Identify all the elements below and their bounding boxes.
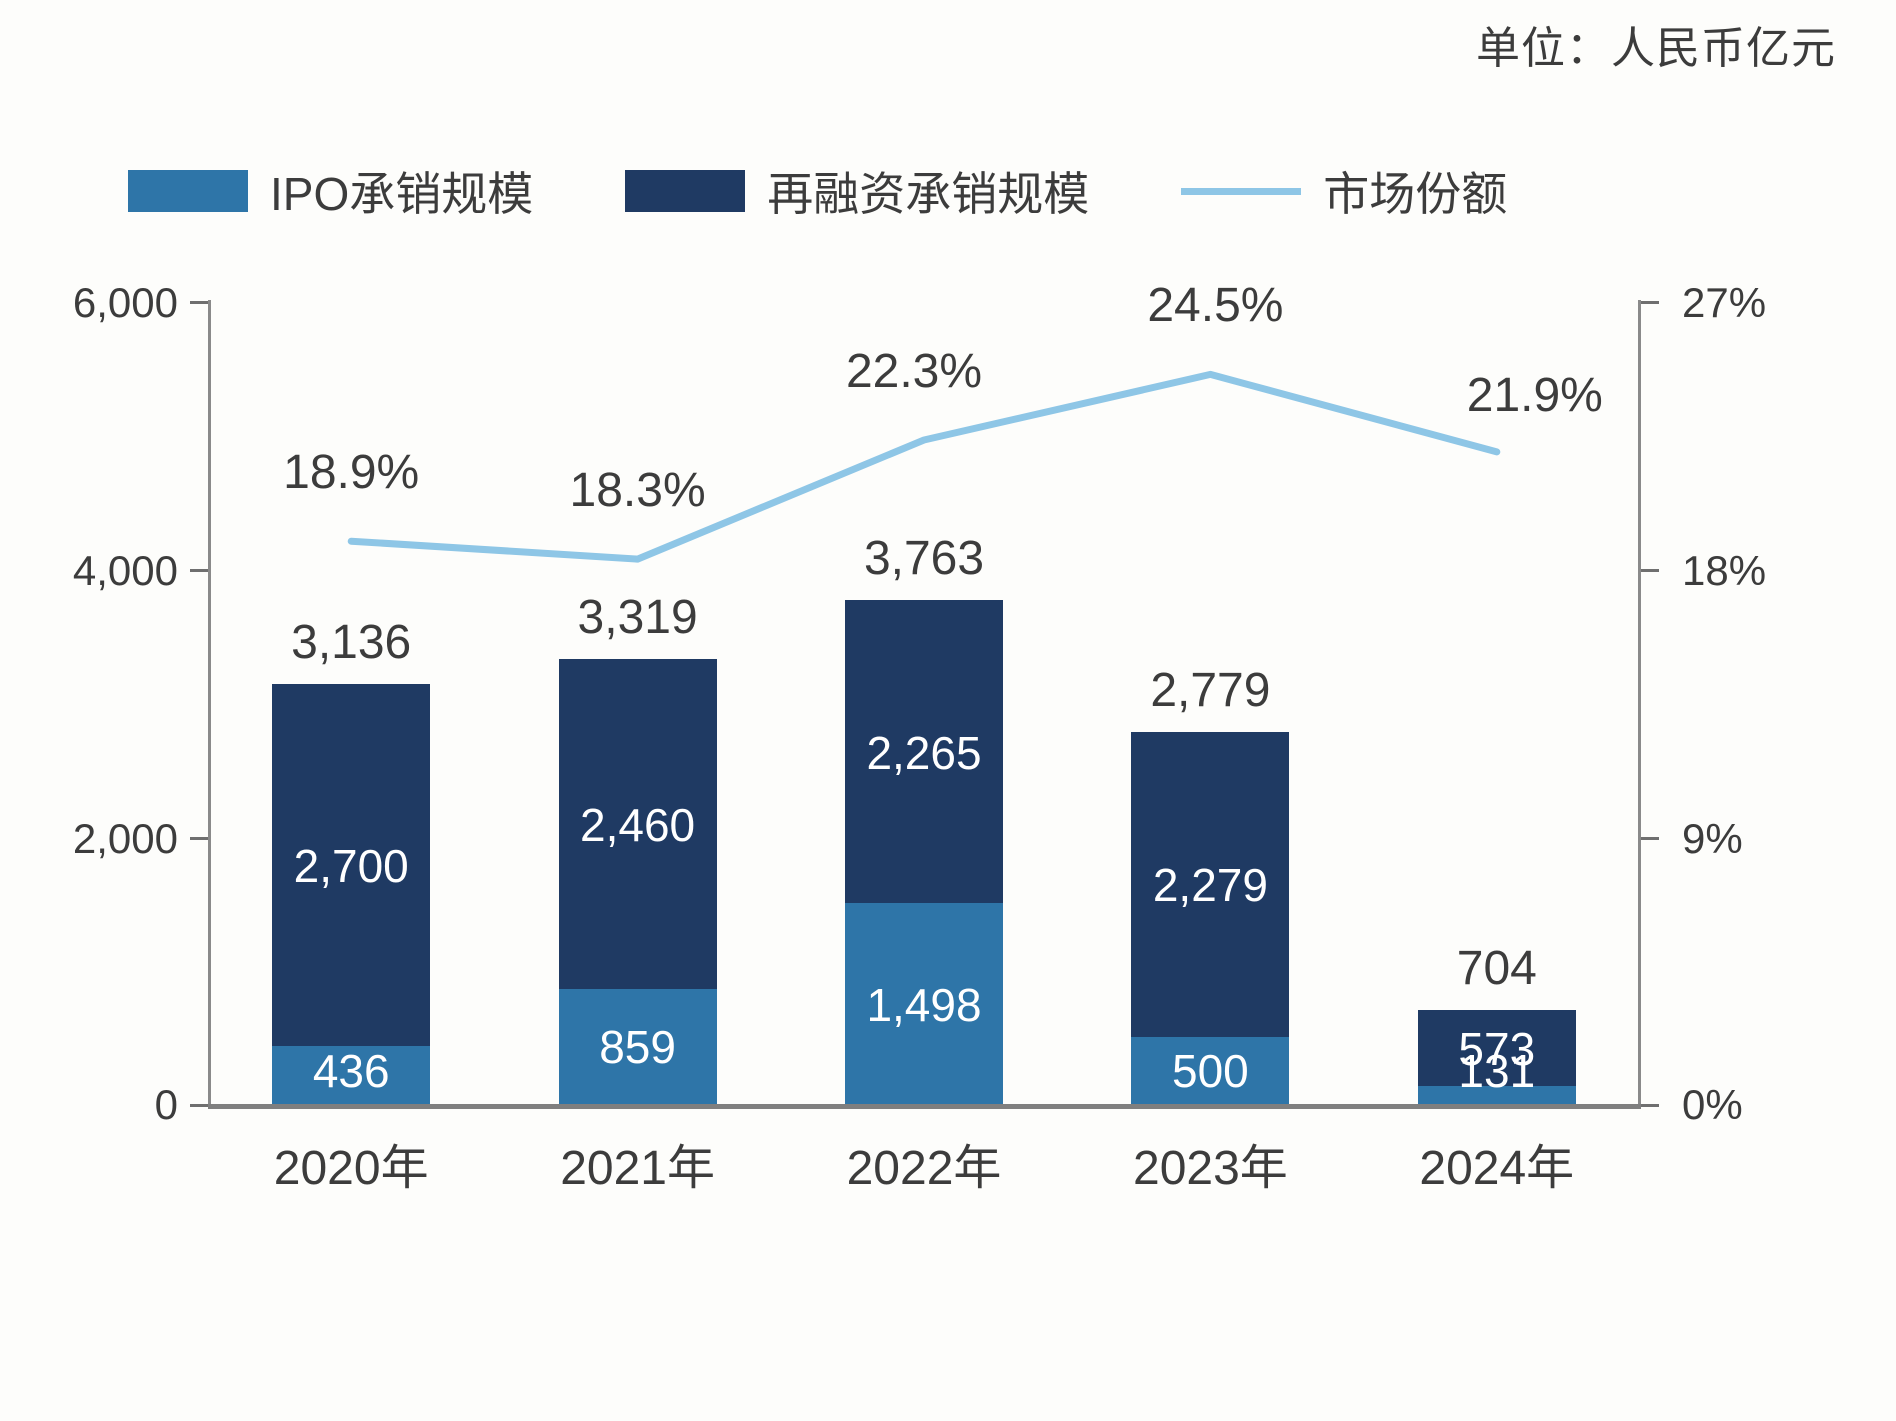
bar-value-label-refinancing: 2,700: [293, 839, 409, 892]
bar-swatch-icon: [625, 170, 746, 212]
right-axis-tick-label: 27%: [1682, 279, 1767, 326]
bar-value-label-refinancing: 2,265: [866, 726, 982, 779]
left-axis-tick-label: 0: [154, 1081, 178, 1128]
bar-value-label-refinancing: 2,279: [1152, 859, 1268, 912]
legend-label-refinancing: 再融资承销规模: [767, 168, 1090, 220]
right-axis-tick-label: 0%: [1682, 1081, 1743, 1128]
bar-value-label-ipo: 131: [1458, 1045, 1536, 1097]
bar-group-2023年[interactable]: 500 2,279 2,779: [1131, 664, 1290, 1104]
bar-total-label: 3,136: [291, 615, 412, 669]
bar-group-2024年[interactable]: 131 573 704: [1417, 942, 1576, 1104]
bar-value-label-refinancing: 2,460: [580, 799, 696, 852]
legend-label-ipo: IPO承销规模: [270, 168, 534, 220]
market-share-value-label: 21.9%: [1466, 368, 1603, 422]
line-swatch-icon: [1181, 187, 1302, 195]
bar-value-label-ipo: 1,498: [866, 978, 982, 1031]
market-share-value-label: 22.3%: [845, 344, 983, 398]
market-share-value-label: 18.3%: [569, 464, 706, 518]
right-axis-tick-label: 18%: [1682, 547, 1767, 594]
bar-value-label-ipo: 436: [312, 1045, 390, 1097]
bar-group-2021年[interactable]: 859 2,460 3,319: [558, 591, 717, 1104]
unit-caption: 单位：人民币亿元: [1476, 24, 1836, 73]
left-axis-tick: [190, 837, 208, 840]
bar-segment-ipo[interactable]: [1417, 1086, 1576, 1104]
bar-segment-refinancing[interactable]: [845, 599, 1003, 904]
left-axis-tick: [190, 1104, 208, 1107]
right-axis-tick-label: 9%: [1682, 815, 1743, 862]
x-axis-line: [208, 1104, 1641, 1109]
bar-group-2020年[interactable]: 436 2,700 3,136: [272, 616, 431, 1104]
x-axis-tick-label: 2021年: [560, 1142, 715, 1195]
bar-value-label-refinancing: 573: [1458, 1023, 1536, 1076]
legend-item-ipo[interactable]: IPO承销规模: [128, 158, 533, 224]
market-share-value-label: 24.5%: [1147, 279, 1284, 333]
bar-segment-refinancing[interactable]: [272, 683, 431, 1046]
bar-group-2022年[interactable]: 1,498 2,265 3,763: [845, 532, 1003, 1104]
bar-segment-ipo[interactable]: [1131, 1037, 1290, 1104]
bar-value-label-ipo: 859: [599, 1021, 676, 1074]
left-axis-tick-label: 2,000: [72, 815, 178, 862]
left-axis-tick-label: 4,000: [72, 547, 178, 594]
legend-item-market-share[interactable]: 市场份额: [1181, 158, 1507, 224]
bar-segment-refinancing[interactable]: [1417, 1009, 1576, 1087]
bar-total-label: 3,763: [863, 531, 985, 585]
right-axis-line: [1638, 300, 1641, 1107]
chart-legend: IPO承销规模 再融资承销规模 市场份额: [128, 158, 1507, 224]
market-share-value-label: 18.9%: [283, 446, 420, 500]
x-axis-tick-label: 2020年: [273, 1142, 429, 1195]
bar-segment-ipo[interactable]: [272, 1045, 431, 1104]
left-axis-tick: [190, 301, 208, 304]
x-axis-tick-label: 2022年: [846, 1142, 1002, 1195]
bar-swatch-icon: [128, 170, 248, 212]
left-axis-tick-label: 6,000: [72, 279, 178, 326]
bar-total-label: 704: [1456, 941, 1537, 995]
right-axis-tick: [1641, 1104, 1659, 1107]
bar-segment-refinancing[interactable]: [1131, 731, 1290, 1037]
legend-item-refinancing[interactable]: 再融资承销规模: [625, 158, 1089, 224]
right-axis-tick: [1641, 569, 1659, 572]
legend-label-market-share: 市场份额: [1323, 168, 1508, 220]
bar-segment-ipo[interactable]: [558, 988, 717, 1104]
right-axis-tick: [1641, 301, 1659, 304]
bar-total-label: 3,319: [577, 591, 698, 645]
x-axis-tick-label: 2023年: [1132, 1142, 1288, 1195]
bar-segment-refinancing[interactable]: [558, 659, 717, 989]
bar-total-label: 2,779: [1150, 663, 1271, 717]
left-axis-line: [208, 300, 211, 1107]
bar-value-label-ipo: 500: [1172, 1045, 1249, 1097]
right-axis-tick: [1641, 837, 1659, 840]
x-axis-tick-label: 2024年: [1419, 1142, 1575, 1195]
left-axis-tick: [190, 569, 208, 572]
bar-segment-ipo[interactable]: [845, 903, 1003, 1104]
plot-area: 436 2,700 3,136 859 2,460 3,319 1,498 2,265 3,76…: [208, 300, 1640, 1104]
